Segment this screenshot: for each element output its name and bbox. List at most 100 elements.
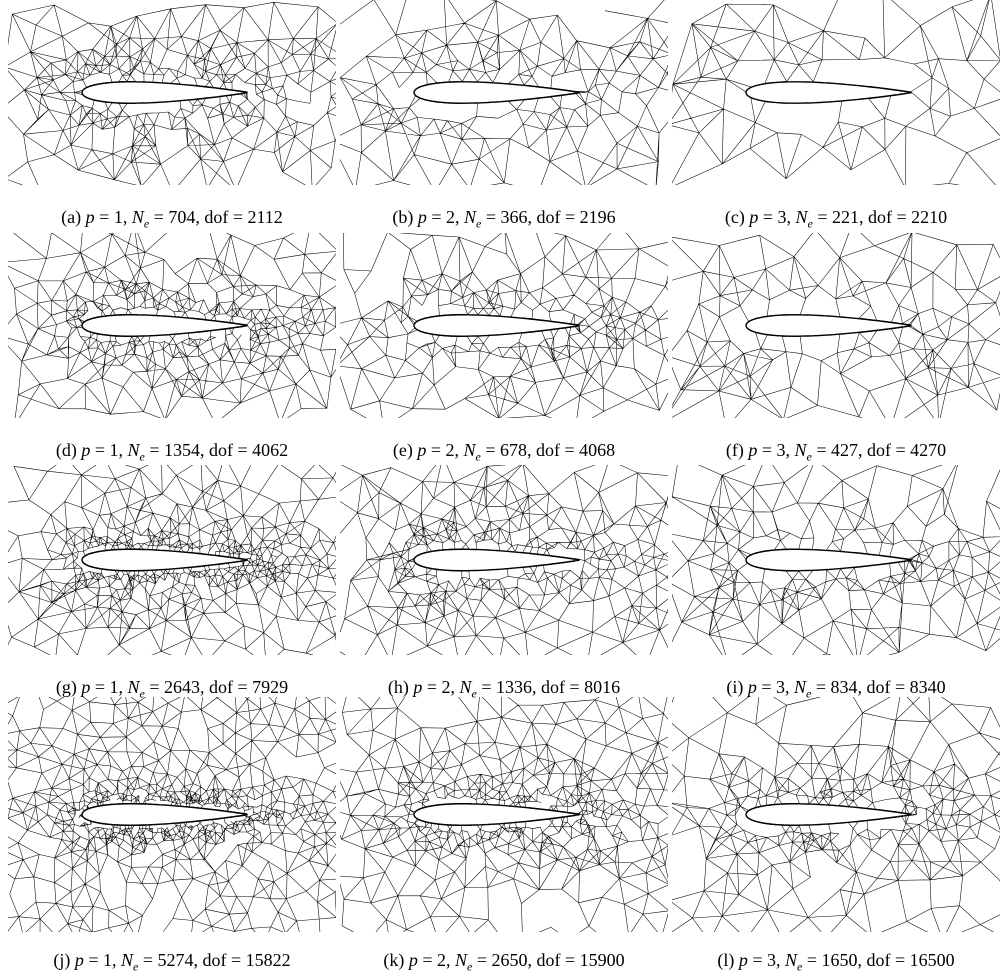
panel: (c) p = 3, Ne = 221, dof = 2210 <box>672 0 1000 237</box>
symbol: N <box>131 207 144 227</box>
comma: , <box>857 950 863 970</box>
panel-tag: (c) <box>724 207 745 227</box>
panel: (g) p = 1, Ne = 2643, dof = 7929 <box>8 465 336 707</box>
symbol: p <box>417 207 427 227</box>
symbol: N <box>785 950 798 970</box>
mesh <box>8 697 336 932</box>
elements: 1354 <box>164 440 200 460</box>
mesh <box>340 0 668 185</box>
panel: (i) p = 3, Ne = 834, dof = 8340 <box>672 465 1000 707</box>
panel: (l) p = 3, Ne = 1650, dof = 16500 <box>672 697 1000 979</box>
equals: = <box>815 677 826 697</box>
symbol: N <box>455 950 468 970</box>
order: 1 <box>109 677 119 697</box>
mesh <box>672 0 1000 185</box>
symbol: dof <box>535 440 560 460</box>
order: 2 <box>446 207 455 227</box>
symbol: dof <box>202 950 227 970</box>
comma: , <box>858 207 864 227</box>
symbol: N <box>459 677 472 697</box>
comma: , <box>776 950 781 970</box>
order: 1 <box>113 207 123 227</box>
equals: = <box>761 440 772 460</box>
airfoil <box>81 803 248 826</box>
comma: , <box>857 440 863 460</box>
elements: 221 <box>831 207 859 227</box>
comma: , <box>193 950 199 970</box>
panel-tag: (h) <box>387 677 409 697</box>
symbol: p <box>748 440 758 460</box>
subscript: e <box>139 449 145 464</box>
caption: (l) p = 3, Ne = 1650, dof = 16500 <box>672 950 1000 975</box>
panel-tag: (d) <box>55 440 77 460</box>
symbol: dof <box>867 207 892 227</box>
symbol: p <box>408 950 418 970</box>
mesh <box>672 465 1000 655</box>
subscript: e <box>133 959 139 974</box>
equals: = <box>237 440 248 460</box>
subscript: e <box>797 959 803 974</box>
symbol: dof <box>536 207 561 227</box>
comma: , <box>446 950 451 970</box>
comma: , <box>786 207 791 227</box>
order: 2 <box>437 950 446 970</box>
equals: = <box>485 440 496 460</box>
symbol: dof <box>866 677 891 697</box>
symbol: p <box>413 677 423 697</box>
caption: (i) p = 3, Ne = 834, dof = 8340 <box>672 677 1000 702</box>
equals: = <box>564 440 575 460</box>
dof: 7929 <box>252 677 289 697</box>
symbol: dof <box>209 440 233 460</box>
mesh <box>340 233 668 418</box>
comma: , <box>118 440 124 460</box>
caption: (b) p = 2, Ne = 366, dof = 2196 <box>340 207 668 232</box>
dof: 8340 <box>909 677 946 697</box>
subscript: e <box>139 686 145 701</box>
caption: (a) p = 1, Ne = 704, dof = 2112 <box>8 207 336 232</box>
order: 3 <box>776 440 786 460</box>
panel-tag: (i) <box>726 677 744 697</box>
airfoil <box>81 548 248 572</box>
subscript: e <box>475 449 481 464</box>
comma: , <box>527 207 533 227</box>
equals: = <box>569 677 580 697</box>
panel-tag: (a) <box>61 207 82 227</box>
symbol: N <box>463 440 476 460</box>
comma: , <box>450 677 456 697</box>
panel-tag: (l) <box>717 950 735 970</box>
order: 3 <box>767 950 776 970</box>
dof: 2210 <box>911 207 948 227</box>
equals: = <box>88 950 99 970</box>
mesh <box>8 233 336 418</box>
subscript: e <box>806 686 812 701</box>
order: 3 <box>776 677 785 697</box>
equals: = <box>481 677 492 697</box>
caption: (c) p = 3, Ne = 221, dof = 2210 <box>672 207 1000 232</box>
dof: 4062 <box>252 440 289 460</box>
comma: , <box>785 677 790 697</box>
panel: (k) p = 2, Ne = 2650, dof = 15900 <box>340 697 668 979</box>
symbol: N <box>795 207 808 227</box>
airfoil <box>745 548 912 572</box>
symbol: dof <box>866 440 891 460</box>
equals: = <box>762 207 773 227</box>
subscript: e <box>476 216 482 231</box>
order: 3 <box>777 207 787 227</box>
airfoil <box>413 803 580 826</box>
elements: 366 <box>500 207 528 227</box>
airfoil <box>413 314 580 337</box>
panel-tag: (b) <box>392 207 414 227</box>
symbol: N <box>464 207 477 227</box>
comma: , <box>526 440 532 460</box>
elements: 834 <box>830 677 858 697</box>
order: 2 <box>441 677 451 697</box>
symbol: p <box>417 440 427 460</box>
symbol: p <box>74 950 84 970</box>
caption: (g) p = 1, Ne = 2643, dof = 7929 <box>8 677 336 702</box>
dof: 2112 <box>247 207 283 227</box>
airfoil <box>413 81 580 104</box>
caption: (f) p = 3, Ne = 427, dof = 4270 <box>672 440 1000 465</box>
subscript: e <box>467 959 473 974</box>
elements: 2643 <box>164 677 200 697</box>
dof: 4270 <box>910 440 947 460</box>
